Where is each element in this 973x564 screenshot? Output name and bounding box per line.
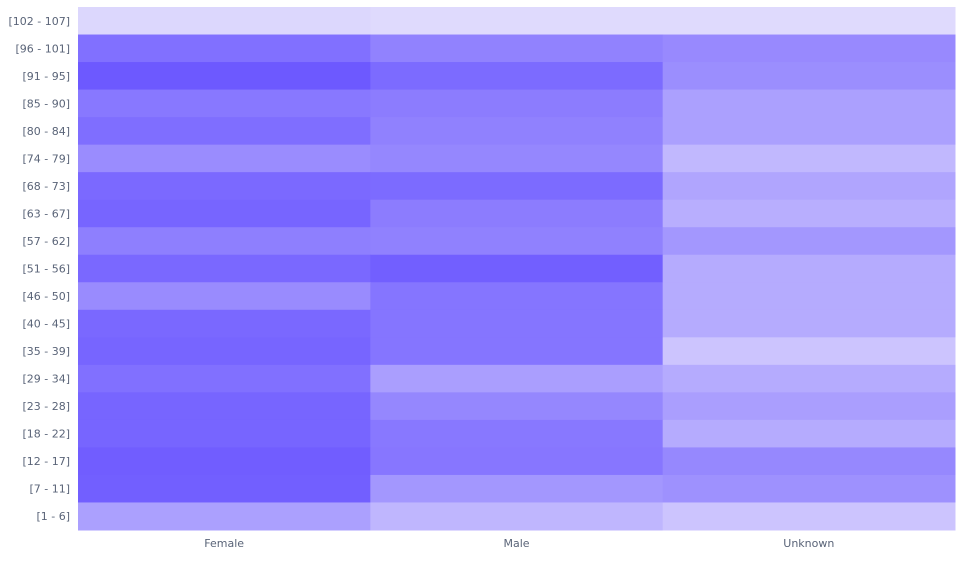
heatmap-cell (370, 89, 664, 118)
heatmap-cell (78, 144, 371, 173)
heatmap-cell (370, 502, 664, 531)
heatmap-cell (370, 227, 664, 256)
heatmap-cell (662, 34, 956, 63)
heatmap-cell (370, 144, 664, 173)
heatmap-cell (370, 199, 664, 228)
y-tick-label: [7 - 11] (29, 483, 70, 496)
heatmap-cell (662, 282, 956, 311)
heatmap-cell (662, 392, 956, 421)
y-tick-label: [35 - 39] (22, 345, 70, 358)
heatmap-cell (662, 89, 956, 118)
heatmap-cell (370, 34, 664, 63)
heatmap-cell (78, 474, 371, 503)
y-tick-label: [1 - 6] (36, 510, 70, 523)
heatmap-cell (662, 117, 956, 146)
x-tick-label: Female (204, 537, 244, 550)
y-axis-ticks: [102 - 107] [96 - 101] [91 - 95] [85 - 90] [… (8, 15, 70, 523)
heatmap-cell (78, 227, 371, 256)
x-tick-label: Male (503, 537, 529, 550)
y-tick-label: [46 - 50] (22, 290, 70, 303)
heatmap-cell (78, 89, 371, 118)
heatmap-cell (370, 447, 664, 476)
heatmap-cell (662, 254, 956, 283)
y-tick-label: [68 - 73] (22, 180, 70, 193)
heatmap-cell (370, 172, 664, 201)
heatmap-cell (662, 309, 956, 338)
heatmap-cell (78, 364, 371, 393)
y-tick-label: [29 - 34] (22, 373, 70, 386)
heatmap-cell (78, 392, 371, 421)
y-tick-label: [63 - 67] (22, 207, 70, 220)
heatmap-cell (662, 337, 956, 366)
heatmap-cell (78, 309, 371, 338)
y-tick-label: [18 - 22] (22, 428, 70, 441)
y-tick-label: [102 - 107] (8, 15, 70, 28)
heatmap-cell (78, 254, 371, 283)
heatmap-cell (662, 7, 956, 36)
heatmap-cell (370, 62, 664, 91)
heatmap-cell (78, 34, 371, 63)
heatmap-cell (78, 199, 371, 228)
heatmap-cell (662, 364, 956, 393)
heatmap-cell (370, 254, 664, 283)
heatmap-cell (78, 62, 371, 91)
heatmap-cell (370, 309, 664, 338)
y-tick-label: [91 - 95] (22, 70, 70, 83)
heatmap-cell (662, 419, 956, 448)
heatmap-cell (78, 117, 371, 146)
heatmap-cell (662, 172, 956, 201)
heatmap-cell (662, 227, 956, 256)
heatmap-cell (78, 282, 371, 311)
y-tick-label: [80 - 84] (22, 125, 70, 138)
heatmap-cell (78, 337, 371, 366)
heatmap-cell (370, 419, 664, 448)
heatmap-cell (370, 392, 664, 421)
y-tick-label: [57 - 62] (22, 235, 70, 248)
x-tick-label: Unknown (783, 537, 834, 550)
heatmap-cell (370, 364, 664, 393)
y-tick-label: [51 - 56] (22, 263, 70, 276)
y-tick-label: [40 - 45] (22, 318, 70, 331)
heatmap-cell (662, 62, 956, 91)
y-tick-label: [23 - 28] (22, 400, 70, 413)
heatmap-cell (370, 337, 664, 366)
heatmap-cell (370, 117, 664, 146)
heatmap-cell (78, 419, 371, 448)
heatmap-cell (370, 474, 664, 503)
heatmap-cell (662, 199, 956, 228)
heatmap-cell (370, 282, 664, 311)
heatmap-cell (78, 172, 371, 201)
x-axis-ticks: Female Male Unknown (204, 537, 834, 550)
heatmap-cell (370, 7, 664, 36)
y-tick-label: [85 - 90] (22, 97, 70, 110)
y-tick-label: [96 - 101] (15, 42, 70, 55)
heatmap-cell (78, 447, 371, 476)
y-tick-label: [12 - 17] (22, 455, 70, 468)
heatmap-cell (662, 144, 956, 173)
heatmap-cell (78, 7, 371, 36)
heatmap-cell (662, 502, 956, 531)
heatmap-cells (78, 7, 956, 531)
heatmap-cell (662, 474, 956, 503)
heatmap-cell (78, 502, 371, 531)
y-tick-label: [74 - 79] (22, 152, 70, 165)
heatmap-cell (662, 447, 956, 476)
